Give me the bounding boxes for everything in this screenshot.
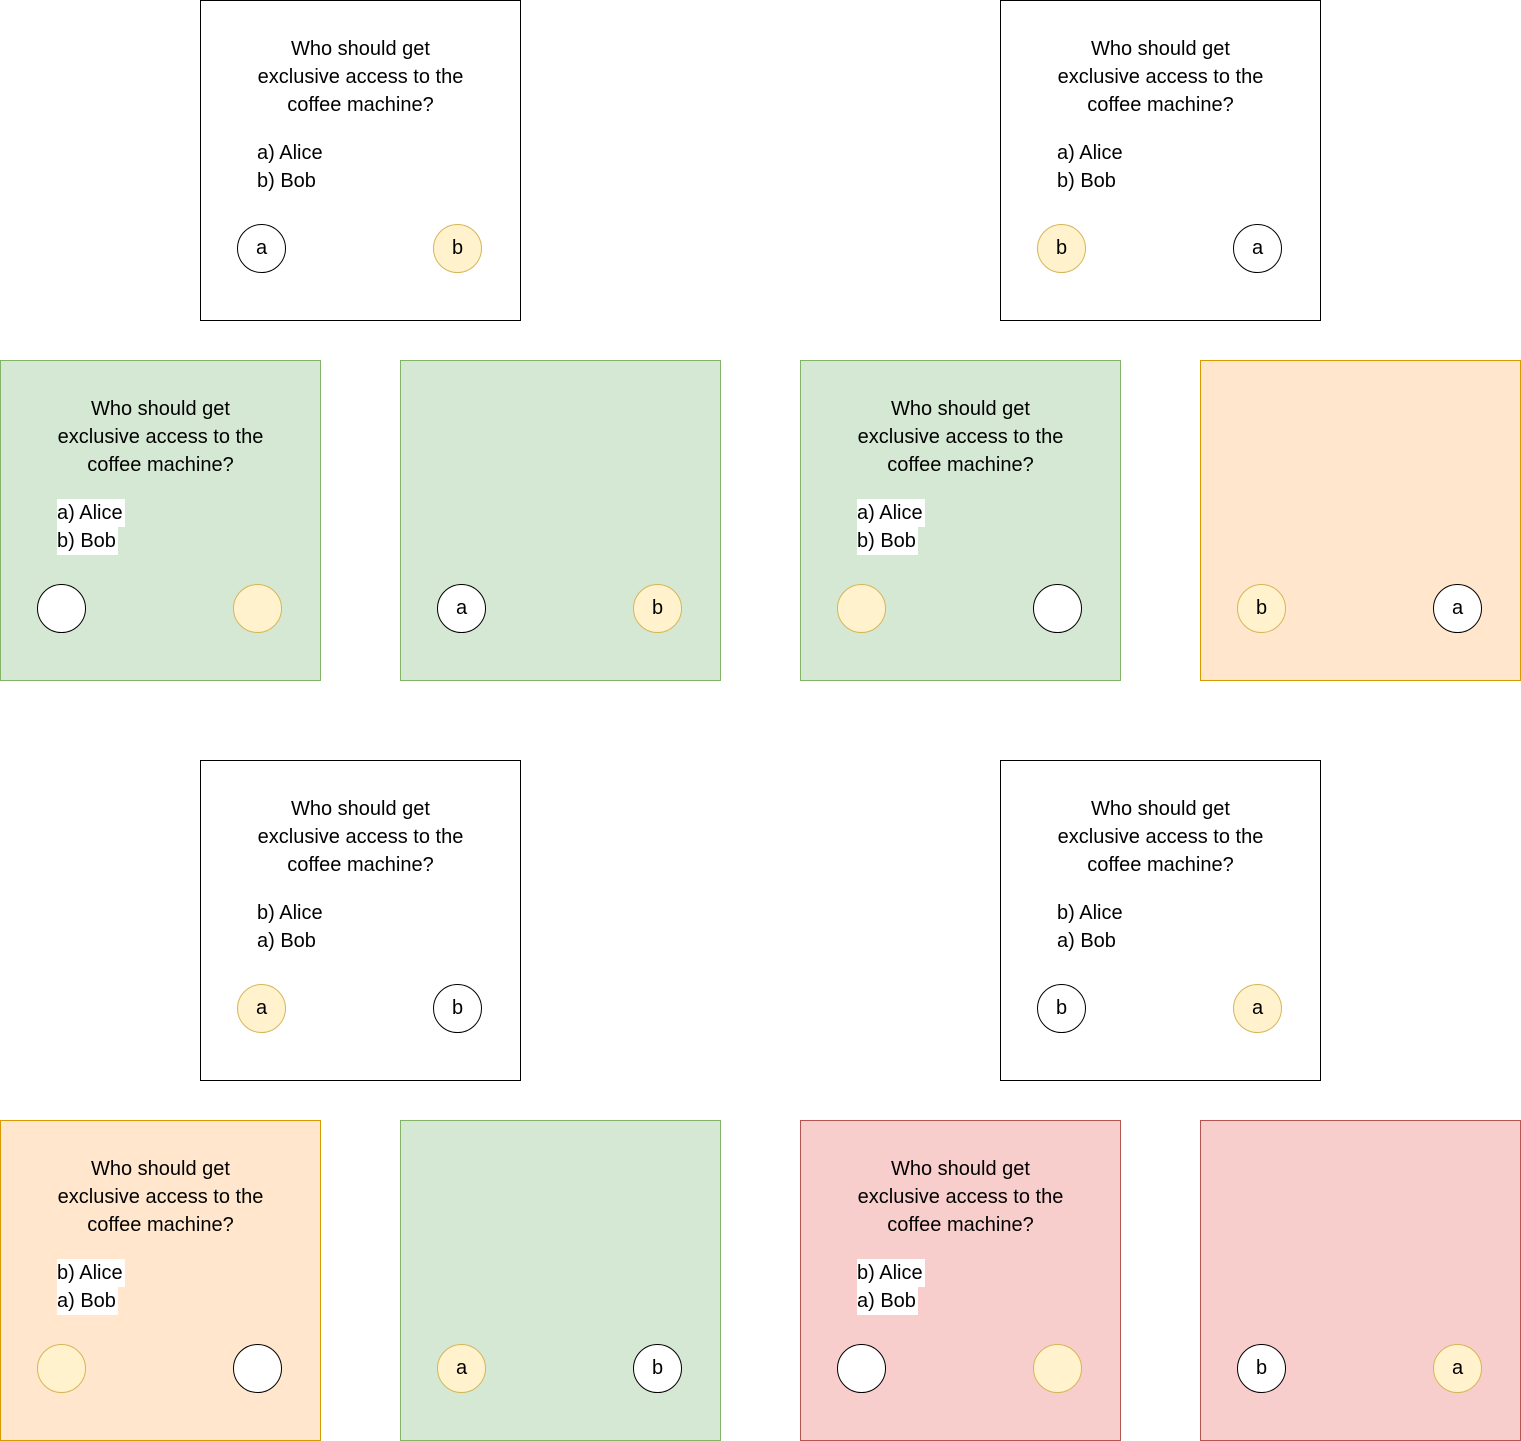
question-line-1: Who should get (1091, 38, 1230, 60)
result-card-3: Who should get exclusive access to the c… (800, 360, 1121, 681)
question-text: Who should get exclusive access to the c… (801, 1155, 1120, 1239)
option-2: b) Bob (257, 170, 316, 192)
question-text: Who should get exclusive access to the c… (801, 395, 1120, 479)
answer-button-right[interactable]: b (433, 224, 482, 273)
question-text: Who should get exclusive access to the c… (201, 795, 520, 879)
answer-options: a) Alice b) Bob (857, 499, 925, 555)
option-1: a) Alice (1057, 142, 1123, 164)
answer-options: b) Alice a) Bob (857, 1259, 925, 1315)
answer-button-right[interactable] (233, 584, 282, 633)
question-line-1: Who should get (891, 398, 1030, 420)
question-text: Who should get exclusive access to the c… (1001, 795, 1320, 879)
question-line-1: Who should get (291, 798, 430, 820)
answer-button-left[interactable] (37, 584, 86, 633)
question-line-2: exclusive access to the (57, 1186, 264, 1208)
quiz-card-1: Who should get exclusive access to the c… (200, 0, 521, 321)
answer-button-left[interactable] (837, 1344, 886, 1393)
result-card-8: b a (1200, 1120, 1521, 1441)
result-card-1: Who should get exclusive access to the c… (0, 360, 321, 681)
answer-button-left[interactable]: a (237, 984, 286, 1033)
option-1: b) Alice (857, 1259, 925, 1287)
option-2: b) Bob (1057, 170, 1116, 192)
answer-button-right[interactable]: b (433, 984, 482, 1033)
answer-button-right[interactable]: a (1433, 584, 1482, 633)
question-line-3: coffee machine? (287, 854, 434, 876)
question-text: Who should get exclusive access to the c… (201, 35, 520, 119)
question-line-2: exclusive access to the (857, 1186, 1064, 1208)
option-2: b) Bob (57, 527, 118, 555)
answer-options: a) Alice b) Bob (1057, 139, 1125, 195)
answer-button-right[interactable]: b (633, 1344, 682, 1393)
answer-button-right[interactable]: a (1433, 1344, 1482, 1393)
option-2: a) Bob (857, 1287, 918, 1315)
quiz-card-4: Who should get exclusive access to the c… (1000, 760, 1321, 1081)
option-2: a) Bob (257, 930, 316, 952)
answer-button-right[interactable]: b (633, 584, 682, 633)
option-2: b) Bob (857, 527, 918, 555)
question-line-1: Who should get (91, 398, 230, 420)
answer-options: a) Alice b) Bob (57, 499, 125, 555)
question-line-2: exclusive access to the (1057, 66, 1264, 88)
answer-button-right[interactable] (1033, 1344, 1082, 1393)
answer-button-right[interactable]: a (1233, 224, 1282, 273)
result-card-4: b a (1200, 360, 1521, 681)
answer-button-right[interactable] (1033, 584, 1082, 633)
answer-button-left[interactable] (837, 584, 886, 633)
question-line-2: exclusive access to the (1057, 826, 1264, 848)
question-line-1: Who should get (291, 38, 430, 60)
answer-options: b) Alice a) Bob (257, 899, 325, 955)
question-line-3: coffee machine? (887, 454, 1034, 476)
question-line-3: coffee machine? (1087, 94, 1234, 116)
question-line-2: exclusive access to the (257, 826, 464, 848)
question-line-2: exclusive access to the (57, 426, 264, 448)
option-1: a) Alice (257, 142, 323, 164)
answer-options: b) Alice a) Bob (1057, 899, 1125, 955)
option-1: b) Alice (1057, 902, 1123, 924)
option-1: a) Alice (57, 499, 125, 527)
question-text: Who should get exclusive access to the c… (1, 1155, 320, 1239)
quiz-card-2: Who should get exclusive access to the c… (1000, 0, 1321, 321)
answer-button-left[interactable]: a (437, 584, 486, 633)
answer-button-left[interactable]: b (1237, 584, 1286, 633)
result-card-7: Who should get exclusive access to the c… (800, 1120, 1121, 1441)
answer-button-left[interactable] (37, 1344, 86, 1393)
option-2: a) Bob (57, 1287, 118, 1315)
result-card-2: a b (400, 360, 721, 681)
question-line-3: coffee machine? (87, 1214, 234, 1236)
option-2: a) Bob (1057, 930, 1116, 952)
answer-button-right[interactable]: a (1233, 984, 1282, 1033)
question-line-3: coffee machine? (287, 94, 434, 116)
result-card-6: a b (400, 1120, 721, 1441)
question-line-1: Who should get (91, 1158, 230, 1180)
question-line-1: Who should get (891, 1158, 1030, 1180)
answer-options: a) Alice b) Bob (257, 139, 325, 195)
option-1: b) Alice (57, 1259, 125, 1287)
answer-button-right[interactable] (233, 1344, 282, 1393)
option-1: a) Alice (857, 499, 925, 527)
answer-button-left[interactable]: a (237, 224, 286, 273)
question-line-3: coffee machine? (887, 1214, 1034, 1236)
question-line-1: Who should get (1091, 798, 1230, 820)
question-line-2: exclusive access to the (857, 426, 1064, 448)
quiz-card-3: Who should get exclusive access to the c… (200, 760, 521, 1081)
question-text: Who should get exclusive access to the c… (1001, 35, 1320, 119)
answer-button-left[interactable]: a (437, 1344, 486, 1393)
option-1: b) Alice (257, 902, 323, 924)
answer-options: b) Alice a) Bob (57, 1259, 125, 1315)
question-line-2: exclusive access to the (257, 66, 464, 88)
answer-button-left[interactable]: b (1037, 984, 1086, 1033)
answer-button-left[interactable]: b (1037, 224, 1086, 273)
question-line-3: coffee machine? (1087, 854, 1234, 876)
result-card-5: Who should get exclusive access to the c… (0, 1120, 321, 1441)
answer-button-left[interactable]: b (1237, 1344, 1286, 1393)
question-text: Who should get exclusive access to the c… (1, 395, 320, 479)
question-line-3: coffee machine? (87, 454, 234, 476)
